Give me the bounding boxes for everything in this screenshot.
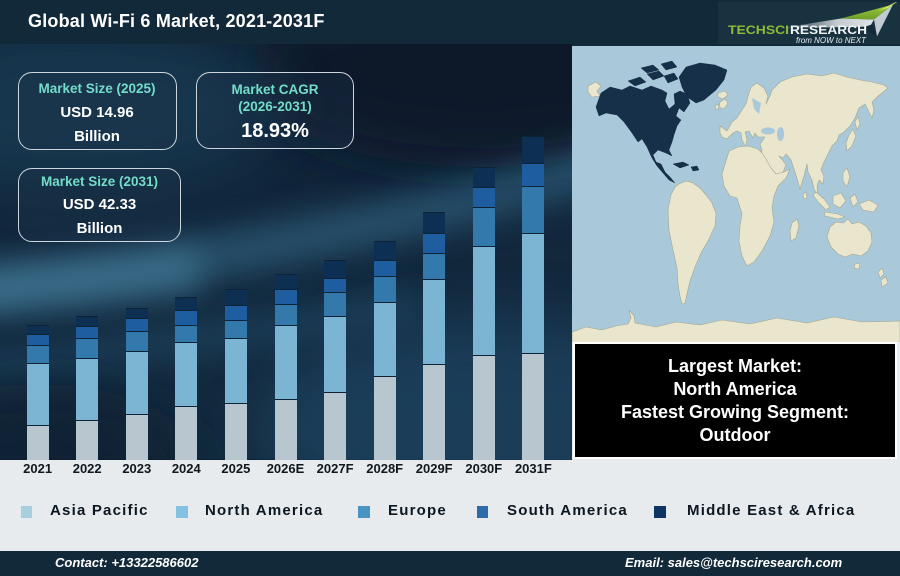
svg-text:from NOW to NEXT: from NOW to NEXT xyxy=(796,36,867,44)
svg-text:RESEARCH: RESEARCH xyxy=(790,23,867,37)
svg-text:TECHSCI: TECHSCI xyxy=(728,23,789,37)
